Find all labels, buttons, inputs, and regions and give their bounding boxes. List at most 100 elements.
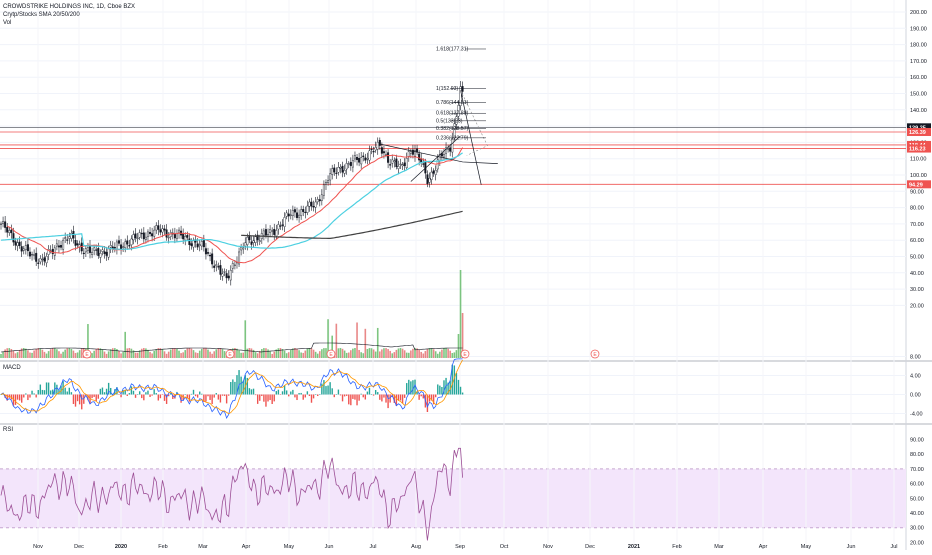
volume-title[interactable]: Vol — [3, 20, 12, 26]
volume-bar — [136, 352, 139, 358]
macd-bar — [201, 393, 203, 395]
candle-body — [285, 212, 288, 217]
fib-level-label: 0.618(137.89) — [436, 111, 469, 117]
macd-bar — [138, 391, 141, 395]
symbol-title[interactable]: CROWDSTRIKE HOLDINGS INC, 1D, Cboe BZX — [3, 4, 136, 10]
candle-body — [238, 251, 241, 265]
candle-body — [161, 228, 164, 233]
volume-bar — [455, 350, 458, 358]
macd-bar — [14, 394, 17, 405]
macd-bar — [459, 386, 462, 395]
macd-bar — [304, 394, 306, 398]
rsi-tick-label: 20.00 — [910, 540, 924, 546]
volume-bar — [37, 348, 40, 358]
macd-bar — [209, 394, 211, 400]
macd-bar — [246, 377, 249, 395]
candle-body — [447, 148, 450, 150]
macd-bar — [312, 394, 315, 399]
rsi-tick-label: 90.00 — [910, 438, 924, 444]
candle-body — [403, 162, 406, 167]
macd-pane-label[interactable]: MACD — [3, 365, 21, 371]
rsi-pane-label[interactable]: RSI — [3, 427, 14, 433]
candle-body — [62, 239, 65, 250]
candle-body — [117, 240, 120, 244]
candle-body — [275, 230, 278, 237]
macd-bar — [329, 382, 331, 395]
volume-bar — [389, 350, 391, 358]
candle-body — [312, 206, 315, 208]
macd-bar — [232, 379, 234, 395]
macd-bar — [72, 394, 75, 404]
macd-bar — [370, 394, 373, 395]
candle-body — [173, 233, 176, 239]
volume-bar — [267, 349, 269, 358]
candle-body — [264, 229, 267, 236]
volume-bar — [76, 352, 79, 358]
candle-body — [165, 229, 168, 238]
volume-bar — [66, 348, 69, 358]
macd-bar — [45, 382, 48, 395]
trendline — [410, 135, 461, 182]
candle-body — [196, 243, 199, 248]
volume-bar — [95, 348, 98, 358]
macd-bar — [37, 389, 39, 395]
time-axis-label: 2020 — [115, 544, 127, 550]
macd-bar — [306, 391, 309, 395]
candle-body — [109, 245, 112, 248]
candle-body — [426, 174, 429, 185]
candle-body — [387, 152, 390, 163]
macd-bar — [242, 380, 244, 395]
volume-bar — [8, 348, 11, 358]
macd-bar — [141, 394, 143, 399]
macd-bar — [403, 394, 406, 398]
price-badge-label: 116.23 — [909, 147, 926, 153]
volume-bar — [200, 348, 203, 358]
macd-bar — [170, 393, 172, 395]
price-tick-label: 20.00 — [910, 303, 924, 309]
macd-bar — [120, 394, 122, 398]
macd-bar — [420, 394, 422, 397]
macd-histogram — [0, 364, 464, 412]
candle-body — [327, 180, 330, 183]
volume-bar — [244, 320, 247, 358]
volume-bar — [155, 349, 158, 358]
time-axis-label: Apr — [759, 544, 768, 550]
volume-bar — [296, 348, 298, 358]
macd-bar — [93, 394, 95, 397]
candle-body — [360, 157, 363, 165]
macd-bar — [172, 394, 174, 400]
macd-bar — [277, 389, 280, 395]
macd-bar — [300, 392, 302, 395]
candle-body — [20, 246, 23, 252]
volume-bar — [16, 352, 19, 358]
sma200-line — [241, 210, 463, 239]
indicator-title[interactable]: Crytp/Stocks SMA 20/50/200 — [3, 12, 80, 18]
macd-bar — [25, 393, 27, 395]
price-tick-label: 70.00 — [910, 222, 924, 228]
volume-bar — [341, 348, 344, 358]
macd-bar — [310, 394, 313, 403]
macd-bar — [29, 394, 31, 398]
macd-bar — [116, 387, 118, 395]
rsi-tick-label: 80.00 — [910, 452, 924, 458]
macd-bar — [352, 394, 354, 399]
volume-bar — [74, 352, 77, 358]
volume-bar — [323, 348, 325, 358]
time-axis-label: 2021 — [628, 544, 640, 550]
volume-bar — [41, 349, 44, 358]
volume-bar — [441, 349, 443, 358]
macd-bar — [27, 394, 29, 401]
volume-bar — [379, 351, 381, 358]
volume-bar — [203, 348, 205, 358]
macd-bar — [0, 394, 2, 395]
macd-line — [0, 358, 463, 419]
candle-body — [296, 212, 299, 218]
macd-bar — [143, 394, 145, 401]
candle-body — [190, 243, 193, 246]
macd-bar — [163, 394, 166, 401]
macd-bar — [244, 375, 246, 395]
macd-bar — [190, 393, 193, 395]
candle-body — [33, 254, 36, 256]
